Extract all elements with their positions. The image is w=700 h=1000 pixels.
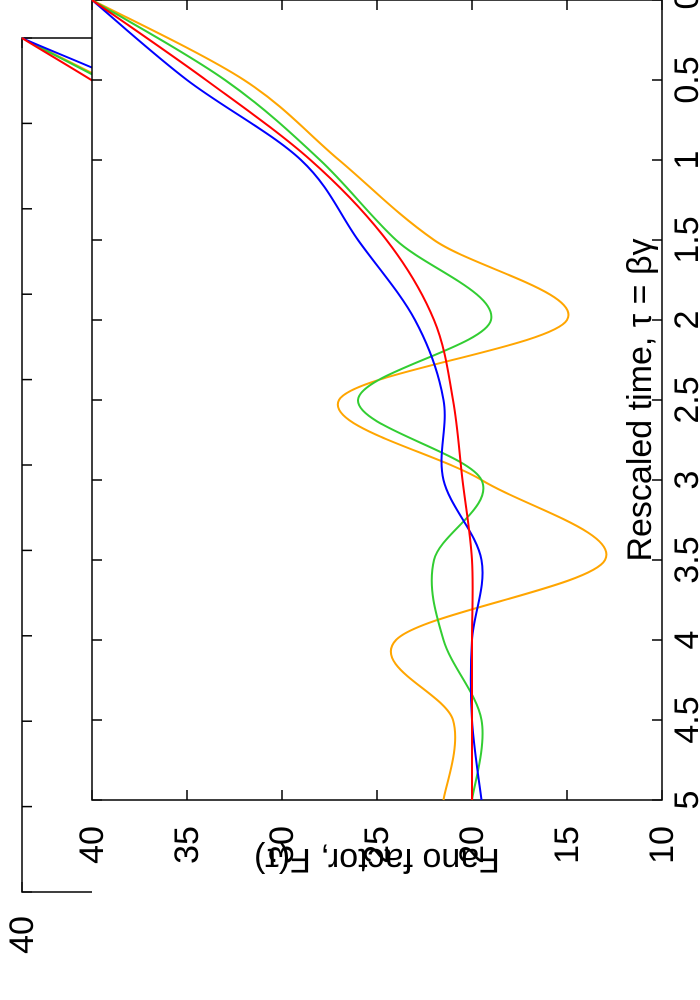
x-tick-label: 3 (668, 471, 700, 490)
x-tick-label: 4 (668, 631, 700, 650)
x-tick-label: 2 (668, 311, 700, 330)
y-tick-label: 25 (358, 826, 396, 864)
x-tick-label: 3.5 (668, 536, 700, 583)
x-tick-label: 1 (668, 151, 700, 170)
series-line-1 (91, 0, 493, 801)
y-tick-label: 10 (643, 826, 681, 864)
x-axis-title: Rescaled time, τ = βγ (621, 238, 659, 561)
x-tick-label: 0.5 (668, 56, 700, 103)
x-tick-label: 4.5 (668, 696, 700, 743)
x-tick-label: 2.5 (668, 376, 700, 423)
series-line-0 (91, 0, 608, 801)
plot-panel-front: 0 0.5 1 1.5 2 2.5 3 3.5 4 4.5 5 10 15 20 25 30 35 40 Fano … (73, 0, 700, 1000)
y-tick-label: 30 (263, 826, 301, 864)
y-tick-label: 40 (73, 826, 111, 864)
x-tick-label: 0 (668, 0, 700, 9)
x-tick-label: 1.5 (668, 216, 700, 263)
series-line-3 (91, 0, 474, 800)
front-panel-backdrop (92, 0, 700, 1000)
x-tick-label: 5 (668, 791, 700, 810)
y-tick-label: 20 (453, 826, 491, 864)
y-axis-title: Fano factor, F(τ) (254, 841, 500, 879)
y-tick-label: 35 (168, 826, 206, 864)
y-tick-label: 15 (548, 826, 586, 864)
y-tick-label: 40 (3, 916, 41, 954)
